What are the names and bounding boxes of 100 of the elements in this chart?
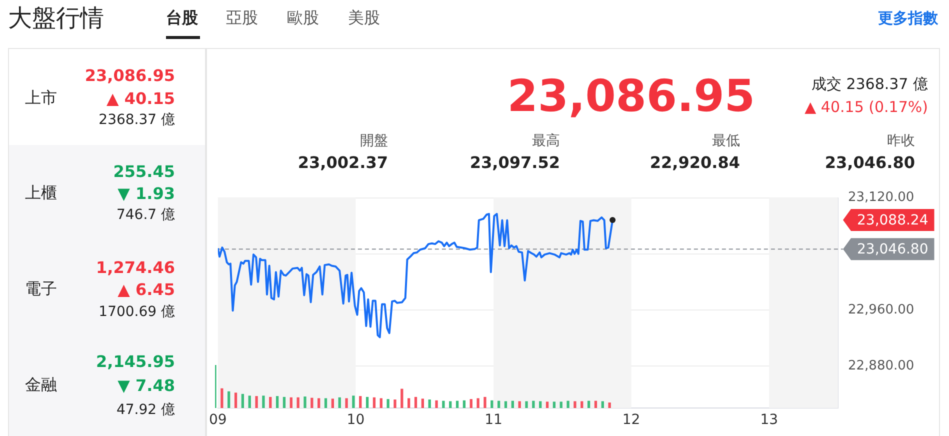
bar <box>324 398 328 408</box>
text: ▼ 7.48 <box>118 376 175 395</box>
text: 更多指數 <box>878 8 938 26</box>
bar <box>228 391 230 408</box>
bar <box>234 392 238 408</box>
text: 成交 2368.37 億 <box>811 74 928 92</box>
bar <box>456 400 459 408</box>
text: 47.92 億 <box>116 402 175 418</box>
bar <box>566 400 570 408</box>
bar <box>372 397 376 408</box>
bar <box>449 401 452 408</box>
x-tick-label: 09 <box>208 412 227 428</box>
bar <box>318 398 320 408</box>
bar <box>428 400 431 408</box>
bar <box>255 396 258 408</box>
bar <box>331 398 334 408</box>
text: 2368.37 億 <box>98 112 175 128</box>
bar <box>282 396 286 408</box>
text: 23,046.80 <box>824 153 915 172</box>
bar <box>476 398 480 408</box>
bar <box>407 398 410 408</box>
text: 大盤行情 <box>8 4 104 32</box>
bar <box>490 400 494 408</box>
text: 23,086.95 <box>507 71 755 122</box>
bar <box>359 396 362 408</box>
bar <box>220 388 224 408</box>
bar <box>400 388 404 408</box>
x-tick-label: 11 <box>484 412 502 428</box>
bar <box>414 396 418 408</box>
text: 23,086.95 <box>84 66 175 85</box>
bar <box>511 400 514 408</box>
text: 746.7 億 <box>116 207 175 223</box>
text: 2,145.95 <box>96 352 175 371</box>
text: 255.45 <box>113 162 175 181</box>
text: 23,002.37 <box>298 153 388 172</box>
bar <box>338 397 341 408</box>
text: 最高 <box>532 133 560 149</box>
text: 23,097.52 <box>470 153 560 172</box>
bar <box>380 398 382 408</box>
bar <box>304 396 306 408</box>
text: 昨收 <box>887 133 915 149</box>
bar <box>386 399 390 408</box>
bar <box>310 398 314 408</box>
bar <box>594 400 598 408</box>
text: 上市 <box>25 88 57 107</box>
bar <box>580 401 584 408</box>
text: 歐股 <box>287 8 319 27</box>
y-tick-label: 23,120.00 <box>848 190 914 206</box>
bar <box>497 400 500 408</box>
bar <box>574 401 576 408</box>
text: ▲ 40.15 (0.17%) <box>804 98 928 116</box>
bar <box>269 396 272 408</box>
bar <box>296 397 300 408</box>
text: 美股 <box>348 8 380 27</box>
bar <box>484 396 486 408</box>
bar <box>462 400 466 408</box>
text: ▲ 6.45 <box>118 280 175 299</box>
text: 亞股 <box>226 8 258 27</box>
bar <box>345 398 348 408</box>
text: 最低 <box>712 133 740 149</box>
bar <box>560 402 562 408</box>
y-tick-label: 22,960.00 <box>848 302 914 318</box>
bar <box>421 398 424 408</box>
text: 1,274.46 <box>96 258 175 277</box>
bar <box>435 400 438 408</box>
ref-line-label: 23,046.80 <box>857 242 928 258</box>
bar <box>394 400 396 408</box>
text: ▼ 1.93 <box>118 184 175 203</box>
text: 上櫃 <box>25 183 57 202</box>
bar <box>601 401 604 408</box>
text: 1700.69 億 <box>98 304 175 320</box>
x-tick-label: 13 <box>760 412 778 428</box>
y-tick-label: 22,880.00 <box>848 358 914 374</box>
x-tick-label: 12 <box>622 412 640 428</box>
bar <box>608 402 611 408</box>
bar <box>262 396 265 408</box>
bar <box>276 396 279 408</box>
bar <box>241 394 244 408</box>
x-tick-label: 10 <box>346 412 365 428</box>
text: 金融 <box>25 375 57 394</box>
bar <box>546 402 549 408</box>
bar <box>504 401 508 408</box>
text: 22,920.84 <box>650 153 740 172</box>
bar <box>525 401 528 408</box>
bar <box>532 400 535 408</box>
bar <box>539 401 542 408</box>
text: 電子 <box>25 279 57 298</box>
text: 開盤 <box>360 133 388 149</box>
text: ▲ 40.15 <box>106 89 175 108</box>
bar <box>352 396 355 408</box>
text: 23,088.24 <box>857 212 928 229</box>
bar <box>366 396 369 408</box>
bar <box>470 399 472 408</box>
bar <box>290 397 292 408</box>
bar <box>518 401 521 408</box>
bar <box>442 400 445 408</box>
bar <box>552 402 556 408</box>
bar <box>248 396 251 408</box>
bar <box>587 400 590 408</box>
text: 台股 <box>166 8 198 27</box>
